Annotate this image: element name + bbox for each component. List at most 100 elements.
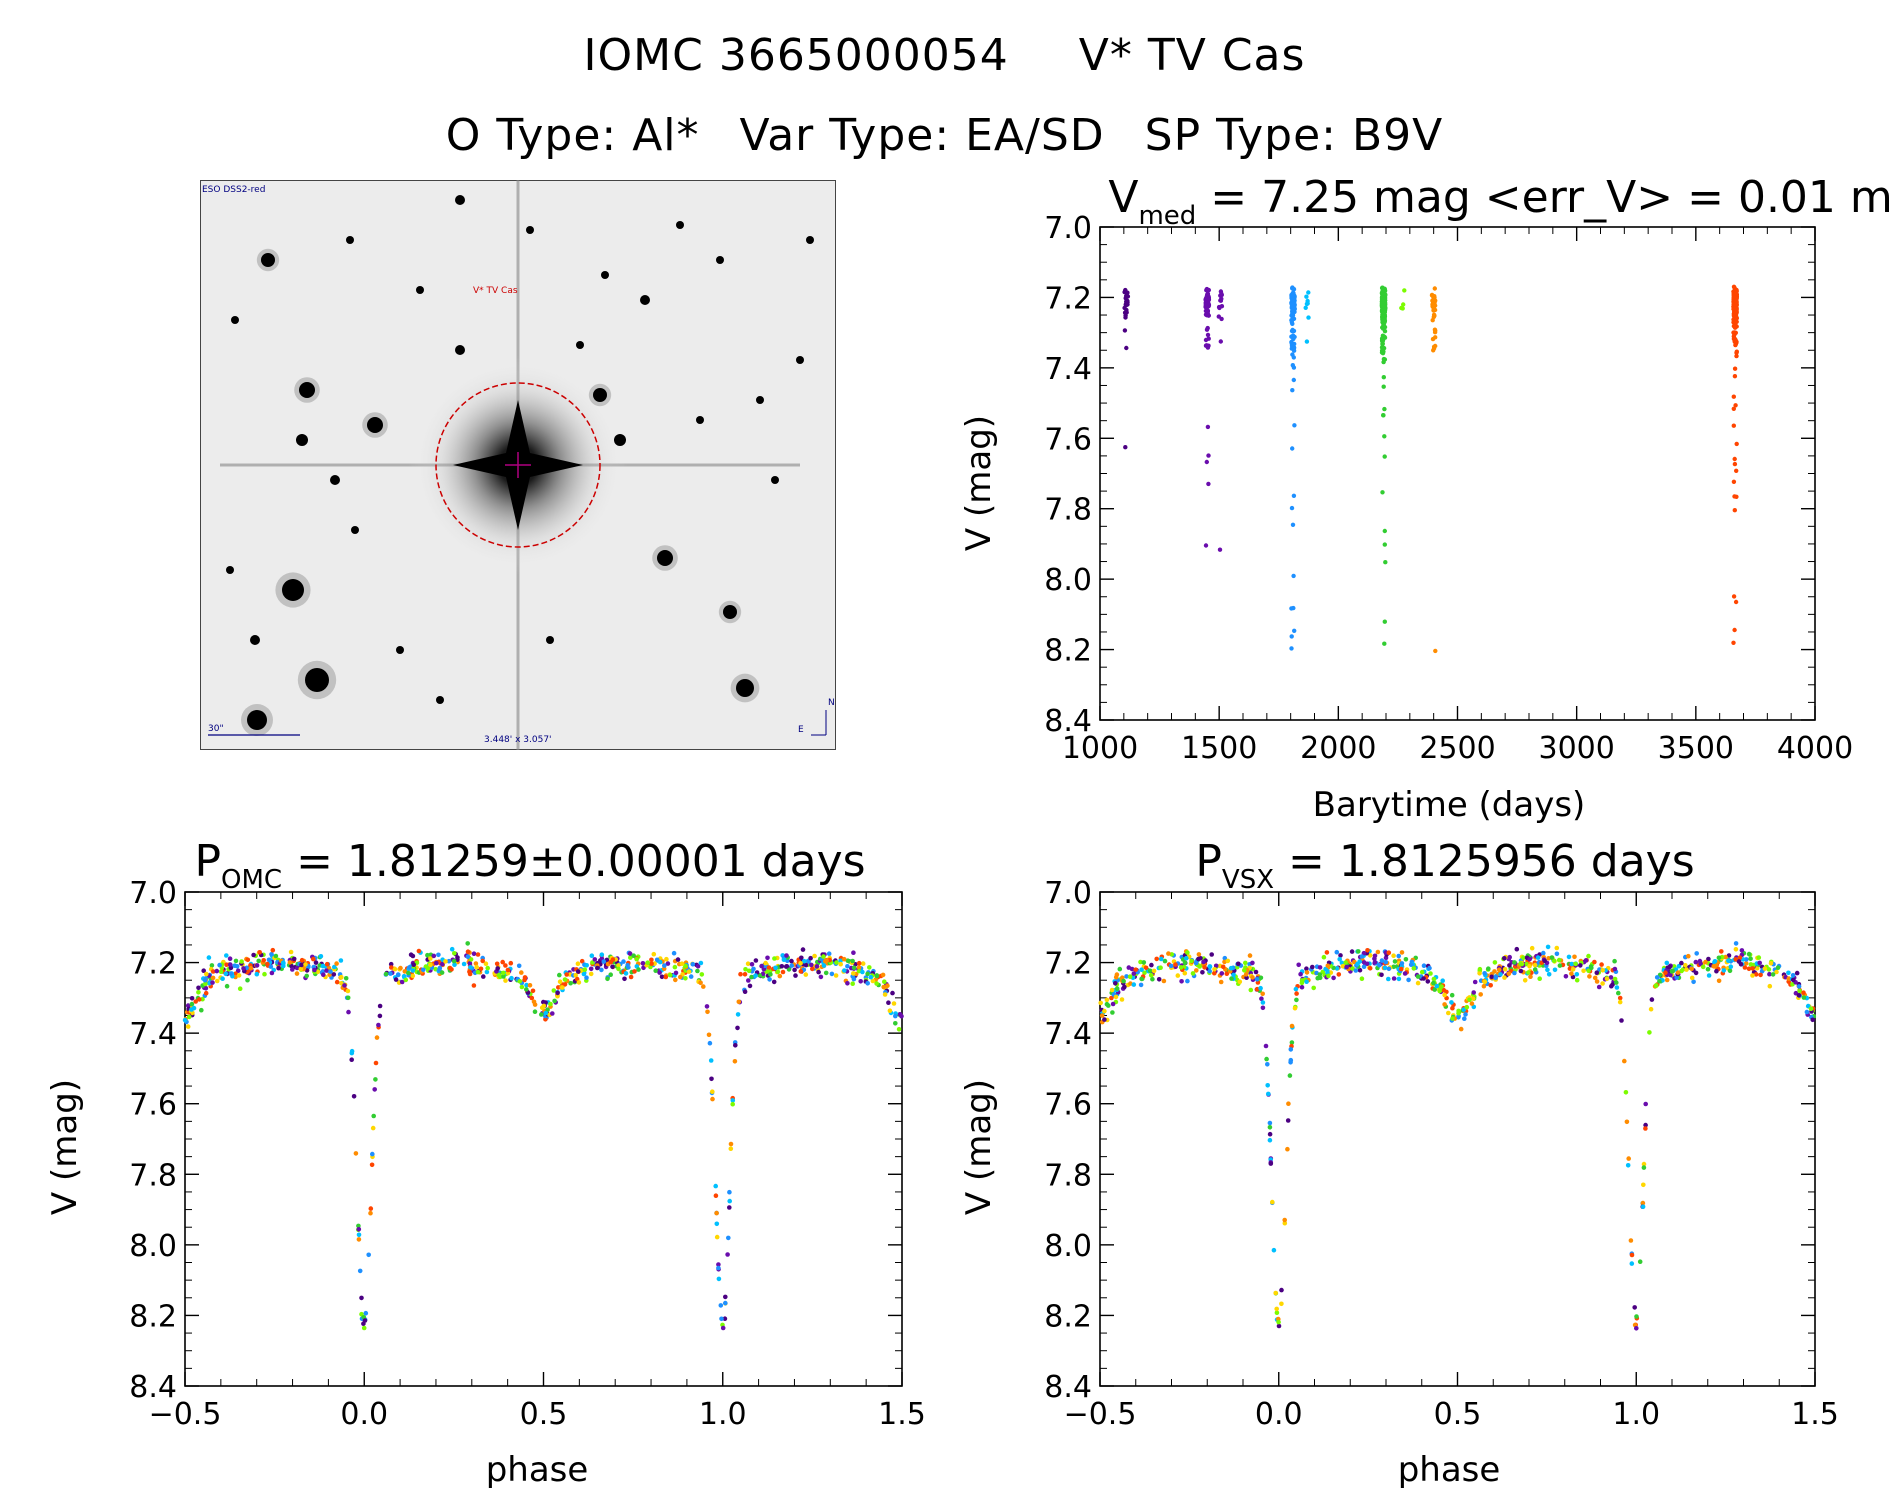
phase-omc-point: [383, 971, 389, 977]
phase-omc-point: [858, 979, 863, 984]
phase-vsx-point: [1766, 967, 1772, 972]
phase-vsx-point: [1617, 999, 1623, 1005]
phase-vsx-point: [1458, 1026, 1464, 1032]
phase-omc-point: [821, 954, 826, 959]
phase-vsx-point: [1287, 1073, 1293, 1078]
phase-vsx-point: [1586, 968, 1591, 974]
light-curve-point: [1382, 619, 1388, 624]
phase-vsx-point: [1276, 1319, 1281, 1325]
phase-vsx-point: [1317, 965, 1323, 970]
phase-vsx-point: [1353, 968, 1359, 973]
phase-omc-point: [823, 959, 828, 964]
phase-vsx-point: [1109, 987, 1115, 993]
phase-omc-point: [798, 961, 803, 966]
phase-omc-point: [645, 960, 650, 965]
phase-vsx-ytick-label: 7.8: [1044, 1158, 1092, 1193]
phase-vsx-point: [1442, 1002, 1447, 1007]
phase-omc-point: [189, 996, 195, 1001]
field-star: [416, 286, 424, 294]
phase-omc-point: [471, 983, 477, 988]
phase-omc-point: [781, 957, 787, 962]
figure-title-line2: O Type: Al* Var Type: EA/SD SP Type: B9V: [0, 110, 1889, 161]
phase-omc-point: [374, 1035, 380, 1040]
phase-vsx-point: [1712, 959, 1718, 964]
phase-omc-point: [516, 963, 522, 969]
phase-omc-point: [389, 965, 394, 970]
phase-vsx-point: [1209, 952, 1214, 957]
phase-omc-point: [651, 951, 657, 957]
phase-omc-point: [698, 980, 703, 986]
phase-omc-point: [342, 983, 347, 988]
phase-omc-title: POMC = 1.81259±0.00001 days: [194, 836, 865, 895]
field-star: [226, 566, 234, 574]
phase-omc-point: [743, 967, 748, 972]
phase-omc-point: [393, 977, 399, 982]
phase-vsx-point: [1396, 953, 1401, 959]
phase-vsx-point: [1383, 959, 1389, 965]
light-curve-xtick-label: 1500: [1181, 731, 1257, 766]
phase-omc-point: [524, 982, 529, 988]
phase-vsx-point: [1102, 1017, 1107, 1022]
phase-omc-point: [235, 968, 241, 973]
phase-omc-title-rest: = 1.81259±0.00001 days: [282, 836, 865, 887]
phase-omc-point: [224, 983, 230, 989]
phase-omc-point: [224, 962, 229, 967]
light-curve-point: [1205, 332, 1211, 338]
phase-omc-point: [707, 1040, 713, 1046]
phase-omc-point: [185, 1003, 191, 1008]
target-label: V* TV Cas: [473, 286, 518, 296]
light-curve-point: [1733, 403, 1738, 408]
phase-omc-point: [816, 969, 821, 975]
star-id: IOMC 3665000054: [583, 30, 1009, 81]
field-star: [351, 526, 359, 534]
phase-vsx-point: [1292, 1005, 1298, 1011]
phase-vsx-point: [1612, 958, 1617, 964]
phase-omc-point: [368, 1206, 374, 1211]
phase-vsx-point: [1253, 969, 1259, 975]
phase-vsx-point: [1578, 963, 1583, 968]
phase-vsx-point: [1299, 978, 1305, 983]
survey-label: ESO DSS2-red: [202, 185, 265, 195]
phase-vsx-point: [1563, 974, 1569, 979]
phase-omc-point: [290, 967, 295, 972]
light-curve-ytick-label: 7.8: [1044, 493, 1092, 528]
phase-vsx-point: [1794, 970, 1800, 976]
phase-vsx-point: [1359, 976, 1365, 981]
phase-omc-point: [784, 964, 790, 969]
phase-vsx-point: [1250, 960, 1255, 966]
phase-omc-point: [690, 962, 696, 967]
phase-omc-point: [808, 955, 813, 961]
phase-vsx-point: [1161, 978, 1167, 984]
light-curve-point: [1292, 628, 1297, 633]
light-curve-point: [1303, 305, 1308, 310]
phase-vsx-point: [1737, 955, 1743, 960]
phase-omc-point: [688, 974, 694, 979]
phase-vsx-point: [1449, 1000, 1454, 1005]
phase-vsx-point: [1641, 1165, 1647, 1170]
phase-vsx-point: [1449, 992, 1455, 998]
phase-vsx-point: [1110, 1001, 1116, 1007]
light-curve-point: [1218, 339, 1224, 344]
light-curve-point: [1731, 594, 1737, 599]
phase-vsx-point: [1614, 980, 1619, 985]
phase-omc-point: [779, 964, 785, 969]
phase-vsx-point: [1589, 965, 1594, 971]
phase-vsx-point: [1271, 1247, 1277, 1253]
phase-vsx-xlabel: phase: [1398, 1450, 1501, 1490]
phase-omc-point: [834, 960, 839, 965]
phase-vsx-point: [1285, 1118, 1291, 1123]
phase-vsx-point: [1742, 965, 1748, 970]
phase-vsx-point: [1502, 975, 1507, 980]
phase-omc-point: [793, 973, 798, 978]
phase-vsx-point: [1260, 1005, 1266, 1011]
phase-omc-point: [856, 960, 862, 966]
phase-vsx-point: [1149, 962, 1154, 968]
phase-vsx-point: [1641, 1161, 1647, 1167]
phase-vsx-point: [1675, 970, 1681, 975]
phase-vsx-point: [1686, 953, 1691, 959]
phase-omc-point: [851, 976, 857, 982]
phase-vsx-point: [1507, 963, 1512, 968]
light-curve-point: [1291, 377, 1297, 383]
phase-omc-point: [550, 1011, 555, 1016]
